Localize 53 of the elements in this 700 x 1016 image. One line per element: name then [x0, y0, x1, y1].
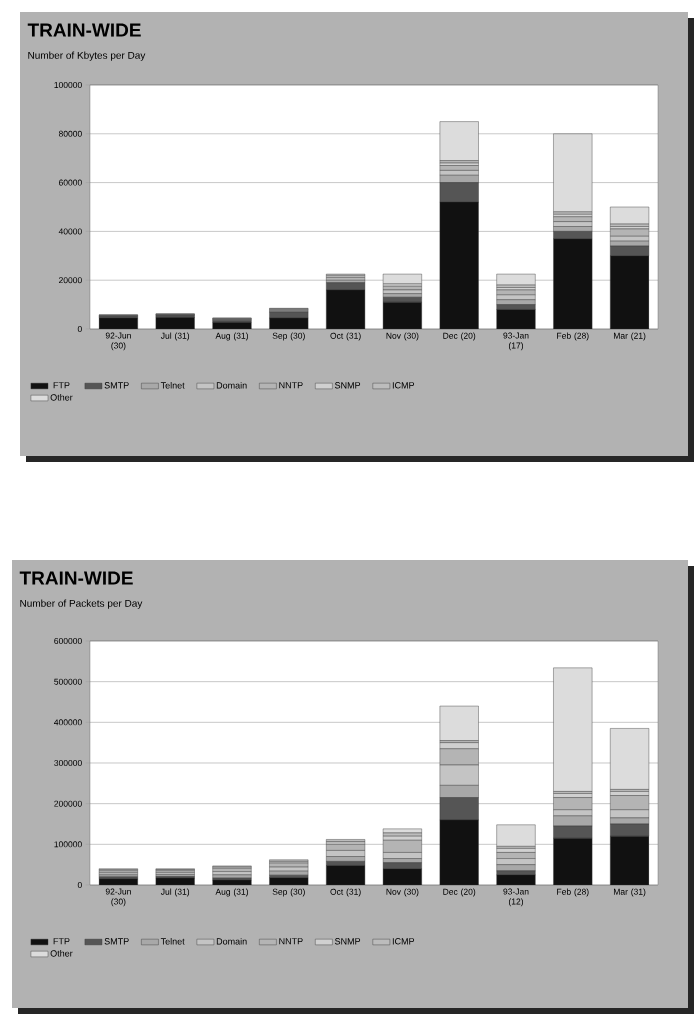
x-tick-label: Oct (31)	[330, 888, 361, 897]
x-tick-label: Jul (31)	[160, 888, 190, 897]
x-tick-label: Sep (30)	[272, 332, 305, 341]
legend-label: Other	[50, 394, 73, 401]
chart-subtitle: Number of Packets per Day	[20, 599, 143, 609]
x-tick-label: 93-Jan (12)	[503, 888, 529, 907]
x-tick-label: Dec (20)	[443, 332, 476, 341]
y-tick-label: 100000	[54, 841, 82, 848]
y-tick-label: 0	[77, 881, 82, 888]
x-tick-label: 92-Jun (30)	[105, 332, 131, 351]
x-tick-label: Oct (31)	[330, 332, 361, 341]
legend-label: SMTP	[104, 938, 129, 945]
legend-label: Other	[50, 950, 73, 957]
legend-label: ICMP	[392, 382, 415, 389]
x-tick-label: Sep (30)	[272, 888, 305, 897]
x-tick-label: Mar (31)	[613, 888, 646, 897]
y-tick-label: 40000	[58, 228, 82, 235]
y-tick-label: 20000	[58, 277, 82, 284]
x-tick-label: Aug (31)	[215, 888, 248, 897]
legend-label: Telnet	[160, 937, 185, 945]
x-tick-label: Nov (30)	[386, 332, 419, 341]
chart-subtitle: Number of Kbytes per Day	[28, 51, 146, 61]
legend-label: ICMP	[392, 938, 415, 945]
y-tick-label: 600000	[54, 637, 82, 644]
legend-label: Telnet	[160, 381, 185, 389]
chart-title: TRAIN-WIDE	[19, 571, 133, 585]
x-tick-label: Aug (31)	[215, 332, 248, 341]
y-tick-label: 200000	[54, 800, 82, 807]
x-tick-label: Feb (28)	[557, 888, 589, 897]
y-tick-label: 80000	[58, 130, 82, 137]
y-tick-label: 0	[77, 325, 82, 332]
legend-label: SNMP	[334, 382, 361, 389]
x-tick-label: Dec (20)	[443, 888, 476, 897]
x-tick-label: Mar (21)	[613, 332, 646, 341]
legend-label: FTP	[53, 938, 70, 945]
x-tick-label: Jul (31)	[160, 332, 190, 341]
legend-label: SNMP	[334, 938, 361, 945]
x-tick-label: Feb (28)	[557, 332, 589, 341]
legend-label: NNTP	[279, 938, 303, 945]
legend-label: SMTP	[104, 382, 129, 389]
legend-label: Domain	[216, 381, 247, 389]
y-tick-label: 100000	[54, 81, 82, 88]
legend-label: NNTP	[279, 382, 303, 389]
legend-label: FTP	[53, 382, 70, 389]
chart-title: TRAIN-WIDE	[27, 23, 141, 37]
y-tick-label: 500000	[54, 678, 82, 685]
x-tick-label: 93-Jan (17)	[503, 332, 529, 351]
legend-label: Domain	[216, 937, 247, 945]
x-tick-label: Nov (30)	[386, 888, 419, 897]
y-tick-label: 400000	[54, 719, 82, 726]
y-tick-label: 60000	[59, 179, 82, 186]
x-tick-label: 92-Jun (30)	[105, 888, 131, 907]
y-tick-label: 300000	[54, 759, 82, 766]
